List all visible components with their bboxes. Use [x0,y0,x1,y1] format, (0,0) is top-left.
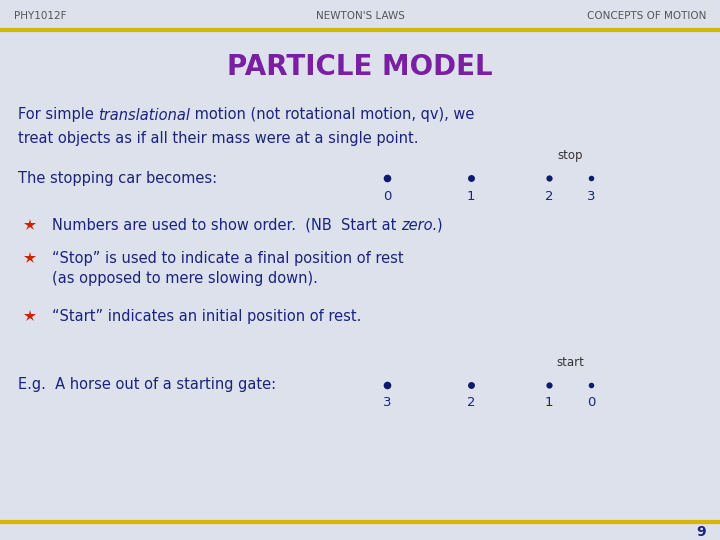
Text: start: start [556,356,584,369]
Text: 0: 0 [383,190,391,202]
Text: 0: 0 [587,396,595,409]
Text: (as opposed to mere slowing down).: (as opposed to mere slowing down). [52,271,318,286]
Text: treat objects as if all their mass were at a single point.: treat objects as if all their mass were … [18,131,418,145]
Text: stop: stop [557,150,582,163]
Text: Numbers are used to show order.  (NB  Start at: Numbers are used to show order. (NB Star… [52,218,401,233]
Text: 9: 9 [696,525,706,539]
Text: ): ) [437,218,443,233]
Text: PHY1012F: PHY1012F [14,11,66,21]
Text: NEWTON'S LAWS: NEWTON'S LAWS [315,11,405,21]
Text: CONCEPTS OF MOTION: CONCEPTS OF MOTION [587,11,706,21]
Text: 1: 1 [545,396,553,409]
Text: zero.: zero. [401,218,437,233]
Text: 3: 3 [383,396,391,409]
Text: 1: 1 [467,190,475,202]
Text: motion (not rotational motion, qv), we: motion (not rotational motion, qv), we [191,107,475,123]
Text: For simple: For simple [18,107,99,123]
Text: 2: 2 [467,396,475,409]
Text: The stopping car becomes:: The stopping car becomes: [18,171,217,186]
Text: “Start” indicates an initial position of rest.: “Start” indicates an initial position of… [52,308,361,323]
Text: 3: 3 [587,190,595,202]
Text: PARTICLE MODEL: PARTICLE MODEL [228,53,492,81]
Text: “Stop” is used to indicate a final position of rest: “Stop” is used to indicate a final posit… [52,251,404,266]
Text: 2: 2 [545,190,553,202]
Text: translational: translational [99,107,191,123]
Text: E.g.  A horse out of a starting gate:: E.g. A horse out of a starting gate: [18,377,276,393]
